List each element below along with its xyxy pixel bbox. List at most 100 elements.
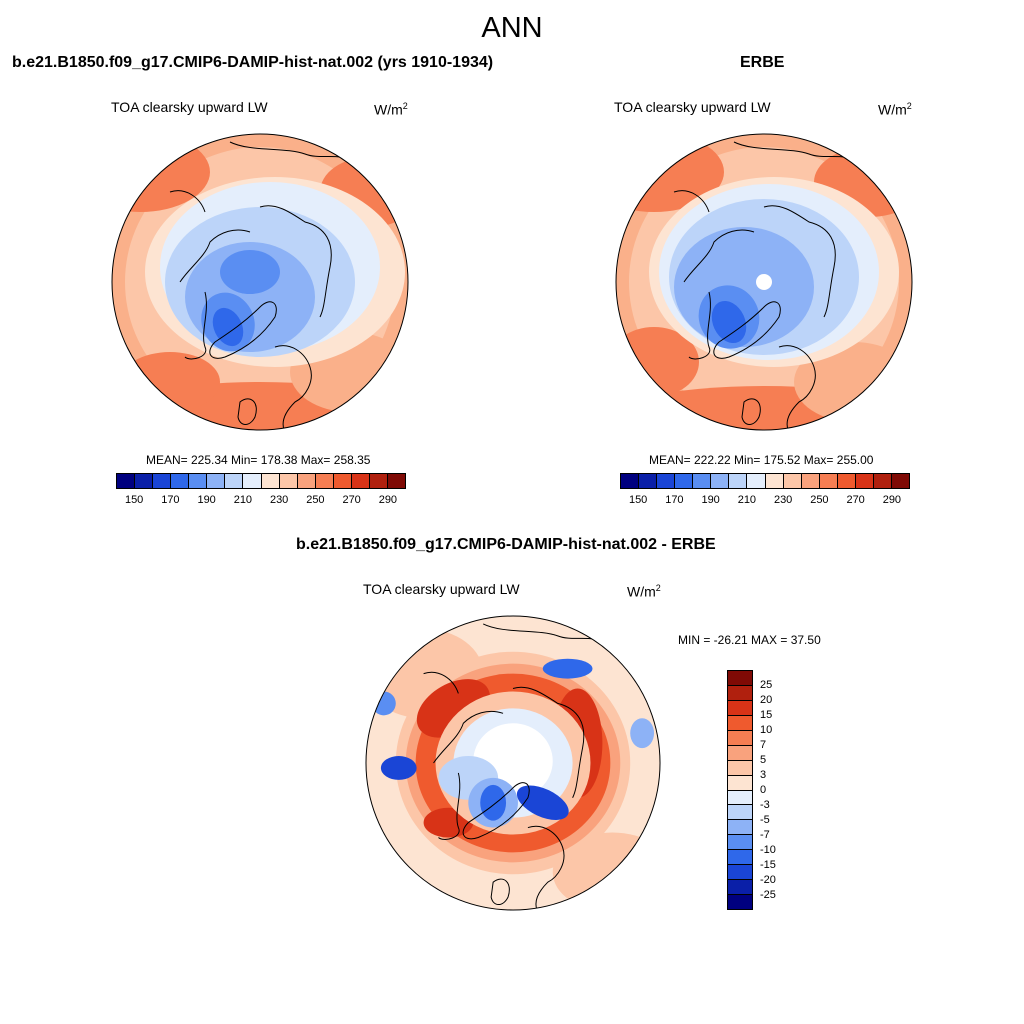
colorbar-tick-label: -15 — [760, 859, 776, 871]
colorbar-swatch — [765, 474, 784, 488]
colorbar-tick-label: 190 — [701, 494, 720, 506]
colorbar-swatch — [351, 474, 370, 488]
colorbar-swatch — [675, 474, 694, 488]
colorbar-swatch — [117, 474, 136, 488]
panel1-units: W/m2 — [374, 101, 408, 118]
colorbar-swatch — [728, 775, 752, 791]
panel2-stats: MEAN= 222.22 Min= 175.52 Max= 255.00 — [649, 453, 874, 467]
colorbar-tick-label: 270 — [342, 494, 361, 506]
colorbar-swatch — [693, 474, 712, 488]
colorbar-tick-label: 3 — [760, 769, 767, 781]
colorbar-swatch — [297, 474, 316, 488]
colorbar-tick-label: 20 — [760, 694, 773, 706]
colorbar-tick-label: 170 — [161, 494, 180, 506]
colorbar-swatch — [855, 474, 874, 488]
colorbar-swatch — [728, 700, 752, 716]
colorbar-tick-label: 5 — [760, 754, 767, 766]
colorbar-swatch — [728, 895, 752, 909]
colorbar-tick-label: 270 — [846, 494, 865, 506]
panel3-polar-map — [365, 615, 661, 911]
colorbar-tick-label: 250 — [810, 494, 829, 506]
panel3-stats: MIN = -26.21 MAX = 37.50 — [678, 633, 821, 647]
panel2-title: ERBE — [740, 54, 785, 71]
colorbar-tick-label: 250 — [306, 494, 325, 506]
panel2-variable-label: TOA clearsky upward LW — [614, 99, 771, 115]
colorbar-tick-label: 170 — [665, 494, 684, 506]
colorbar-tick-label: 150 — [124, 494, 144, 506]
panel2-colorbar-ticks: 150 170 190 210 230 250 270 290 — [620, 494, 910, 508]
colorbar-swatch — [333, 474, 352, 488]
colorbar-tick-label: 230 — [773, 494, 793, 506]
colorbar-tick-label: 25 — [760, 679, 773, 691]
colorbar-swatch — [135, 474, 154, 488]
colorbar-swatch — [728, 880, 752, 896]
colorbar-swatch — [225, 474, 244, 488]
panel1-variable-label: TOA clearsky upward LW — [111, 99, 268, 115]
colorbar-swatch — [243, 474, 262, 488]
colorbar-tick-label: 210 — [233, 494, 253, 506]
colorbar-tick-label: -3 — [760, 799, 770, 811]
colorbar-swatch — [621, 474, 640, 488]
colorbar-swatch — [728, 865, 752, 881]
colorbar-swatch — [261, 474, 280, 488]
colorbar-tick-label: 15 — [760, 709, 773, 721]
panel1-title: b.e21.B1850.f09_g17.CMIP6-DAMIP-hist-nat… — [12, 54, 494, 71]
colorbar-swatch — [728, 820, 752, 836]
colorbar-swatch — [728, 715, 752, 731]
colorbar-swatch — [837, 474, 856, 488]
colorbar-swatch — [279, 474, 298, 488]
colorbar-swatch — [728, 835, 752, 851]
colorbar-swatch — [189, 474, 208, 488]
colorbar-tick-label: 150 — [628, 494, 648, 506]
colorbar-tick-label: -20 — [760, 874, 776, 886]
colorbar-swatch — [819, 474, 838, 488]
colorbar-tick-label: -7 — [760, 829, 770, 841]
panel2-colorbar — [620, 473, 910, 489]
panel1-stats: MEAN= 225.34 Min= 178.38 Max= 258.35 — [146, 453, 371, 467]
colorbar-tick-label: -25 — [760, 889, 776, 901]
colorbar-tick-label: 290 — [378, 494, 398, 506]
colorbar-swatch — [171, 474, 190, 488]
colorbar-swatch — [728, 730, 752, 746]
panel1-colorbar-ticks: 150 170 190 210 230 250 270 290 — [116, 494, 406, 508]
colorbar-swatch — [873, 474, 892, 488]
colorbar-tick-label: 210 — [737, 494, 757, 506]
colorbar-swatch — [728, 671, 752, 686]
colorbar-tick-label: 10 — [760, 724, 773, 736]
panel2-polar-map — [615, 133, 913, 431]
colorbar-tick-label: -10 — [760, 844, 776, 856]
panel3-colorbar-ticks: 25 20 15 10 7 5 3 0 -3 -5 -7 -10 -15 -20 -25 — [760, 670, 800, 910]
colorbar-swatch — [711, 474, 730, 488]
colorbar-swatch — [728, 760, 752, 776]
colorbar-tick-label: 7 — [760, 739, 767, 751]
panel3-units: W/m2 — [627, 583, 661, 600]
colorbar-swatch — [639, 474, 658, 488]
panel1-polar-map — [111, 133, 409, 431]
colorbar-swatch — [891, 474, 909, 488]
colorbar-swatch — [747, 474, 766, 488]
colorbar-tick-label: 290 — [882, 494, 902, 506]
colorbar-tick-label: 0 — [760, 784, 767, 796]
colorbar-swatch — [801, 474, 820, 488]
colorbar-swatch — [728, 745, 752, 761]
colorbar-swatch — [783, 474, 802, 488]
colorbar-swatch — [728, 790, 752, 806]
colorbar-swatch — [153, 474, 172, 488]
colorbar-tick-label: 190 — [197, 494, 216, 506]
colorbar-swatch — [387, 474, 405, 488]
colorbar-tick-label: -5 — [760, 814, 770, 826]
panel2-units: W/m2 — [878, 101, 912, 118]
colorbar-swatch — [207, 474, 226, 488]
colorbar-swatch — [657, 474, 676, 488]
panel1-colorbar — [116, 473, 406, 489]
colorbar-tick-label: 230 — [269, 494, 289, 506]
colorbar-swatch — [729, 474, 748, 488]
colorbar-swatch — [728, 805, 752, 821]
colorbar-swatch — [369, 474, 388, 488]
figure-title: ANN — [481, 12, 543, 44]
panel3-variable-label: TOA clearsky upward LW — [363, 581, 520, 597]
panel3-title: b.e21.B1850.f09_g17.CMIP6-DAMIP-hist-nat… — [296, 536, 716, 553]
colorbar-swatch — [728, 850, 752, 866]
colorbar-swatch — [315, 474, 334, 488]
colorbar-swatch — [728, 685, 752, 701]
